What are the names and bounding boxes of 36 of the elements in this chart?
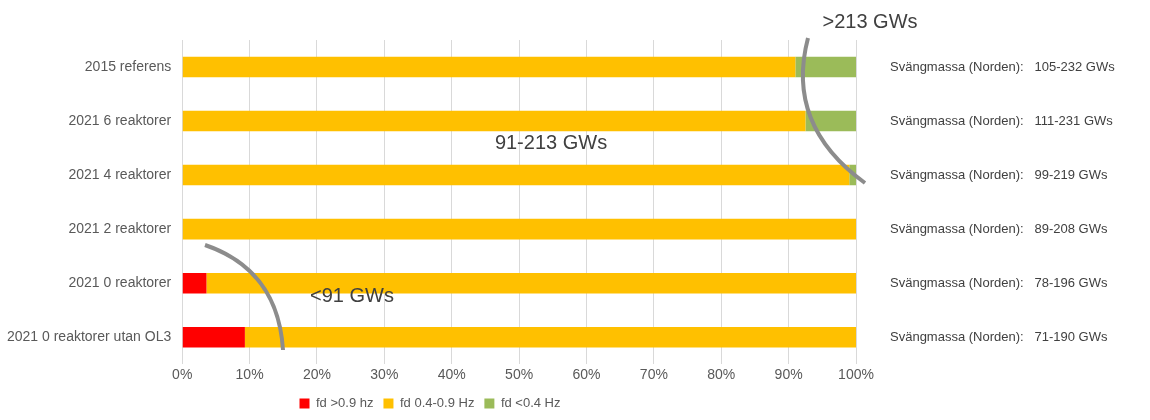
text: Svängmassa (Norden): 78-196 GWs	[890, 274, 1108, 290]
text: Svängmassa (Norden): 99-219 GWs	[890, 166, 1108, 182]
y-tick-label: 2015 referens	[84, 57, 172, 74]
bar	[182, 110, 806, 132]
x-tick-label: 100%	[838, 366, 874, 383]
bar	[182, 326, 245, 348]
x-tick-label: 90%	[774, 366, 803, 383]
y-tick-label: 2021 6 reaktorer	[68, 111, 172, 128]
legend-label: fd >0.9 hz	[316, 395, 374, 411]
x-tick-label: 50%	[505, 366, 534, 383]
bar	[182, 56, 796, 78]
bar	[182, 272, 207, 294]
x-tick-label: 30%	[370, 366, 399, 383]
text: Svängmassa (Norden): 71-190 GWs	[890, 328, 1108, 344]
legend-label: fd <0.4 Hz	[500, 395, 561, 411]
text: Svängmassa (Norden): 89-208 GWs	[890, 220, 1108, 236]
x-tick-label: 80%	[707, 366, 736, 383]
y-tick-label: 2021 4 reaktorer	[68, 165, 172, 182]
y-tick-label: 2021 2 reaktorer	[68, 219, 172, 236]
x-tick-label: 60%	[572, 366, 601, 383]
bar	[795, 56, 856, 78]
y-tick-label: 2021 0 reaktorer utan OL3	[6, 328, 172, 345]
y-tick-label: 2021 0 reaktorer	[68, 274, 172, 291]
annotation: 91-213 GWs	[494, 130, 608, 153]
bar	[182, 164, 850, 186]
x-tick-label: 40%	[437, 366, 466, 383]
x-tick-label: 10%	[235, 366, 264, 383]
text: Svängmassa (Norden): 111-231 GWs	[890, 112, 1114, 128]
x-tick-label: 20%	[302, 366, 331, 383]
bar	[182, 218, 856, 240]
bar	[244, 326, 856, 348]
x-tick-label: 70%	[639, 366, 668, 383]
legend-label: fd 0.4-0.9 Hz	[399, 395, 475, 411]
text: Svängmassa (Norden): 105-232 GWs	[890, 58, 1116, 74]
text: >213 GWs	[822, 9, 918, 32]
x-tick-label: 0%	[172, 366, 193, 383]
